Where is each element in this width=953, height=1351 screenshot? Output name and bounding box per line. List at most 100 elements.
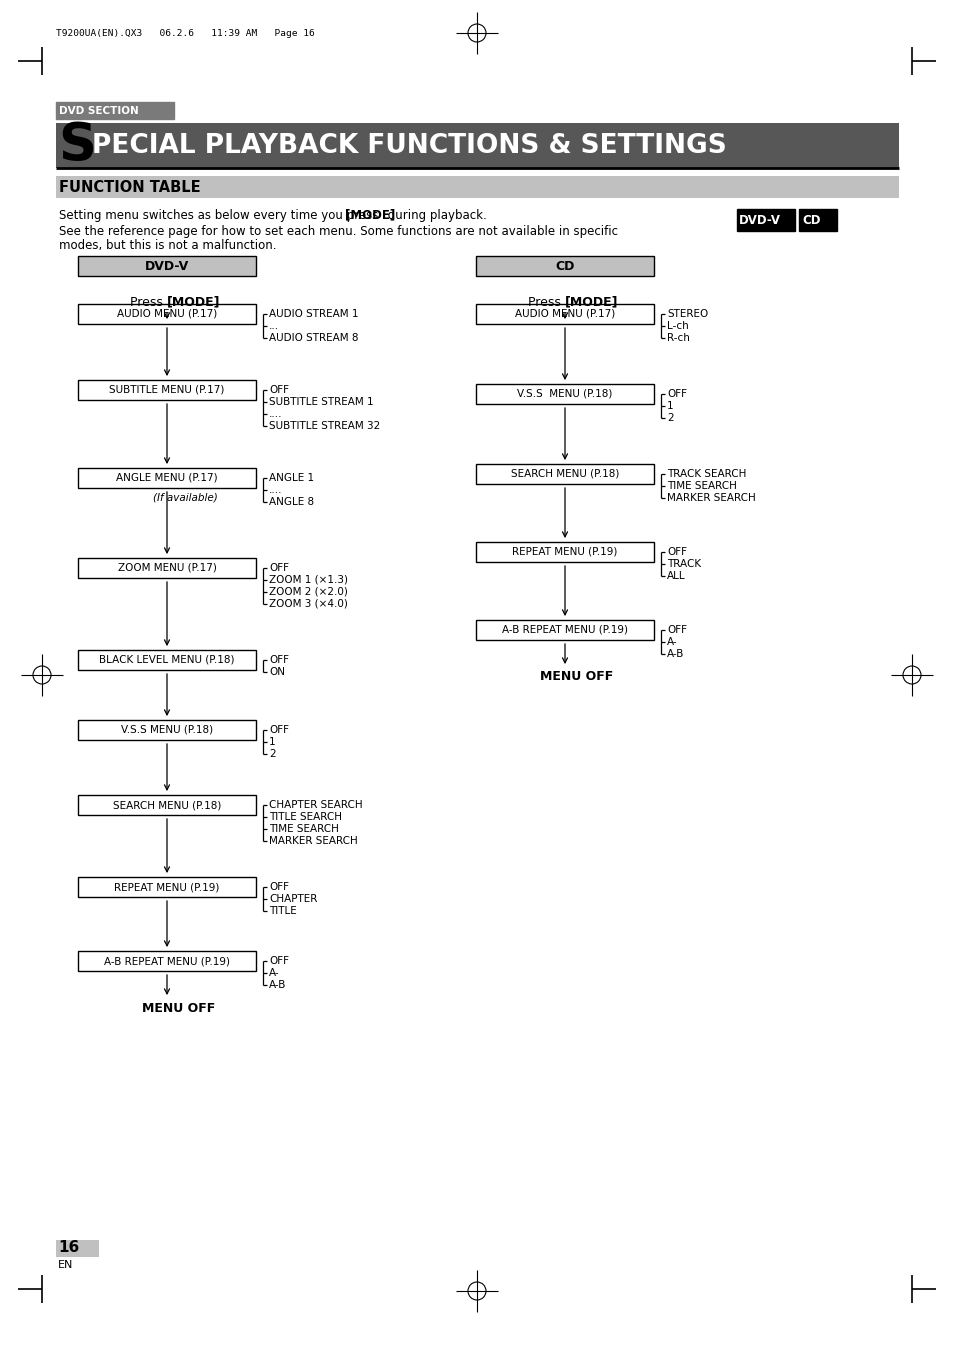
Text: ....: ....: [269, 409, 282, 419]
Text: V.S.S  MENU (P.18): V.S.S MENU (P.18): [517, 389, 612, 399]
Text: DVD-V: DVD-V: [145, 259, 189, 273]
Text: SUBTITLE MENU (P.17): SUBTITLE MENU (P.17): [110, 385, 225, 394]
Text: REPEAT MENU (P.19): REPEAT MENU (P.19): [512, 547, 617, 557]
Text: 2: 2: [269, 748, 275, 759]
Text: Setting menu switches as below every time you press: Setting menu switches as below every tim…: [59, 208, 382, 222]
Text: S: S: [58, 120, 96, 172]
Text: A-B: A-B: [269, 979, 286, 990]
Text: MARKER SEARCH: MARKER SEARCH: [666, 493, 755, 503]
Text: OFF: OFF: [666, 389, 686, 399]
Text: AUDIO MENU (P.17): AUDIO MENU (P.17): [515, 309, 615, 319]
Text: TITLE: TITLE: [269, 907, 296, 916]
Text: A-: A-: [269, 969, 279, 978]
Bar: [78, 255, 255, 276]
Text: ...: ...: [269, 322, 279, 331]
Text: OFF: OFF: [269, 385, 289, 394]
Bar: [78, 877, 255, 897]
Text: ZOOM 2 (×2.0): ZOOM 2 (×2.0): [269, 586, 348, 597]
Text: STEREO: STEREO: [666, 309, 707, 319]
Text: CHAPTER: CHAPTER: [269, 894, 317, 904]
Bar: [78, 720, 255, 740]
Text: V.S.S MENU (P.18): V.S.S MENU (P.18): [121, 725, 213, 735]
Text: ....: ....: [269, 485, 282, 494]
Bar: [476, 463, 654, 484]
Text: MENU OFF: MENU OFF: [142, 1001, 215, 1015]
Text: OFF: OFF: [269, 725, 289, 735]
Text: A-: A-: [666, 638, 677, 647]
Text: ZOOM 3 (×4.0): ZOOM 3 (×4.0): [269, 598, 348, 609]
Text: PECIAL PLAYBACK FUNCTIONS & SETTINGS: PECIAL PLAYBACK FUNCTIONS & SETTINGS: [91, 132, 726, 159]
Text: Press: Press: [528, 296, 564, 308]
Text: DVD-V: DVD-V: [739, 213, 781, 227]
Text: OFF: OFF: [666, 626, 686, 635]
Text: TIME SEARCH: TIME SEARCH: [269, 824, 338, 834]
Text: AUDIO STREAM 8: AUDIO STREAM 8: [269, 332, 358, 343]
Bar: [476, 255, 654, 276]
Text: FUNCTION TABLE: FUNCTION TABLE: [59, 180, 200, 195]
Text: CHAPTER SEARCH: CHAPTER SEARCH: [269, 800, 362, 811]
Bar: [78, 304, 255, 324]
Text: ANGLE 1: ANGLE 1: [269, 473, 314, 484]
Bar: [737, 209, 794, 231]
Text: TRACK: TRACK: [666, 559, 700, 569]
Text: OFF: OFF: [666, 547, 686, 557]
Text: A-B: A-B: [666, 648, 683, 659]
Text: ANGLE MENU (P.17): ANGLE MENU (P.17): [116, 473, 217, 484]
Text: BLACK LEVEL MENU (P.18): BLACK LEVEL MENU (P.18): [99, 655, 234, 665]
Text: MENU OFF: MENU OFF: [539, 670, 613, 684]
Text: SEARCH MENU (P.18): SEARCH MENU (P.18): [510, 469, 618, 480]
Text: [MODE]: [MODE]: [345, 208, 395, 222]
Bar: [476, 384, 654, 404]
Text: AUDIO STREAM 1: AUDIO STREAM 1: [269, 309, 358, 319]
Bar: [56, 176, 898, 199]
Text: T9200UA(EN).QX3   06.2.6   11:39 AM   Page 16: T9200UA(EN).QX3 06.2.6 11:39 AM Page 16: [56, 28, 314, 38]
Text: CD: CD: [801, 213, 820, 227]
Text: (If available): (If available): [152, 493, 217, 503]
Text: 1: 1: [269, 738, 275, 747]
Bar: [78, 650, 255, 670]
Text: during playback.: during playback.: [384, 208, 486, 222]
Text: TRACK SEARCH: TRACK SEARCH: [666, 469, 745, 480]
Text: ANGLE 8: ANGLE 8: [269, 497, 314, 507]
Text: ON: ON: [269, 667, 285, 677]
Text: R-ch: R-ch: [666, 332, 689, 343]
Text: EN: EN: [58, 1260, 73, 1270]
Text: A-B REPEAT MENU (P.19): A-B REPEAT MENU (P.19): [501, 626, 627, 635]
Bar: [56, 1240, 99, 1256]
Text: A-B REPEAT MENU (P.19): A-B REPEAT MENU (P.19): [104, 957, 230, 966]
Bar: [476, 304, 654, 324]
Text: OFF: OFF: [269, 563, 289, 573]
Text: MARKER SEARCH: MARKER SEARCH: [269, 836, 357, 846]
Bar: [56, 123, 898, 168]
Text: ZOOM 1 (×1.3): ZOOM 1 (×1.3): [269, 576, 348, 585]
Bar: [799, 209, 836, 231]
Text: SUBTITLE STREAM 32: SUBTITLE STREAM 32: [269, 422, 380, 431]
Text: [MODE]: [MODE]: [167, 296, 220, 308]
Text: ZOOM MENU (P.17): ZOOM MENU (P.17): [117, 563, 216, 573]
Text: [MODE]: [MODE]: [564, 296, 618, 308]
Text: SEARCH MENU (P.18): SEARCH MENU (P.18): [112, 800, 221, 811]
Text: TITLE SEARCH: TITLE SEARCH: [269, 812, 341, 821]
Bar: [78, 558, 255, 578]
Text: CD: CD: [555, 259, 574, 273]
Bar: [476, 542, 654, 562]
Text: ALL: ALL: [666, 571, 685, 581]
Text: 2: 2: [666, 413, 673, 423]
Bar: [78, 380, 255, 400]
Bar: [78, 951, 255, 971]
Text: 16: 16: [58, 1240, 79, 1255]
Text: See the reference page for how to set each menu. Some functions are not availabl: See the reference page for how to set ea…: [59, 224, 618, 238]
Text: OFF: OFF: [269, 957, 289, 966]
Bar: [476, 620, 654, 640]
Bar: [56, 101, 173, 119]
Text: AUDIO MENU (P.17): AUDIO MENU (P.17): [117, 309, 217, 319]
Text: L-ch: L-ch: [666, 322, 688, 331]
Text: REPEAT MENU (P.19): REPEAT MENU (P.19): [114, 882, 219, 892]
Text: Press: Press: [130, 296, 167, 308]
Text: OFF: OFF: [269, 882, 289, 892]
Text: SUBTITLE STREAM 1: SUBTITLE STREAM 1: [269, 397, 374, 407]
Text: OFF: OFF: [269, 655, 289, 665]
Text: TIME SEARCH: TIME SEARCH: [666, 481, 736, 490]
Bar: [78, 467, 255, 488]
Text: modes, but this is not a malfunction.: modes, but this is not a malfunction.: [59, 239, 276, 251]
